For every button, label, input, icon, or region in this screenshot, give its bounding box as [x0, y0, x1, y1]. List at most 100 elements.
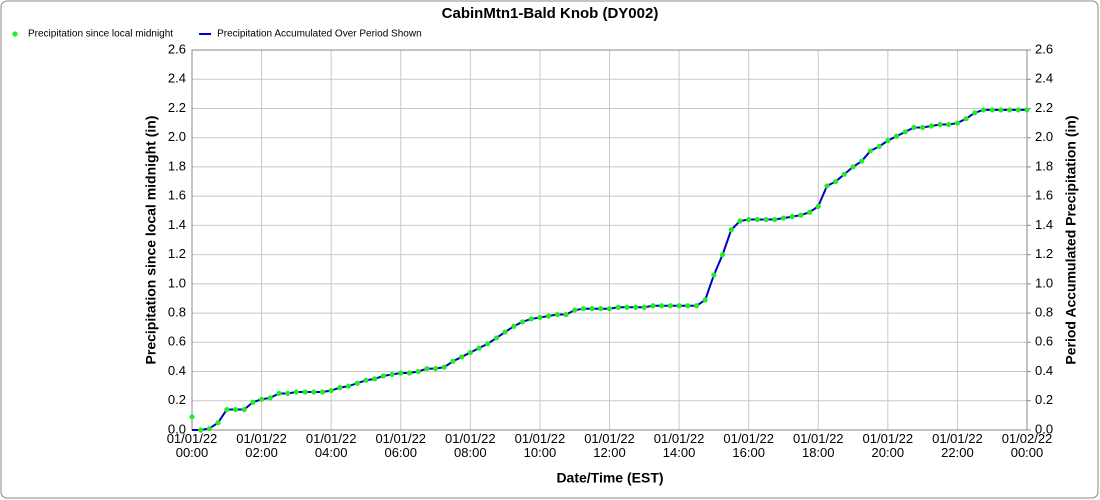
x-tick-label: 01/01/22 04:00 — [306, 431, 357, 460]
data-point — [641, 304, 647, 310]
data-point — [789, 214, 795, 220]
data-point — [780, 215, 787, 221]
x-tick-label: 01/01/22 06:00 — [375, 431, 426, 460]
data-point — [589, 306, 595, 312]
data-point — [232, 406, 239, 413]
data-point — [450, 358, 456, 364]
data-point — [702, 297, 708, 303]
data-point — [459, 354, 465, 360]
data-point — [728, 227, 734, 233]
data-point — [293, 389, 299, 395]
data-point — [1007, 107, 1013, 113]
data-point — [972, 110, 978, 116]
y-tick-label: 1.0 — [168, 275, 186, 290]
data-point — [754, 216, 760, 223]
x-tick-label: 01/01/22 10:00 — [515, 431, 566, 460]
y2-axis-label: Period Accumulated Precipitation (in) — [1063, 115, 1079, 364]
data-point — [719, 252, 726, 258]
data-point — [546, 313, 552, 319]
data-point — [389, 371, 395, 378]
data-point — [415, 368, 421, 375]
y2-tick-label: 0.6 — [1035, 334, 1053, 349]
legend-marker — [12, 31, 18, 37]
data-point — [598, 306, 604, 312]
data-point — [198, 427, 204, 433]
data-point — [189, 414, 195, 420]
y2-tick-label: 1.8 — [1035, 158, 1053, 173]
data-point — [406, 370, 413, 376]
data-point — [476, 345, 482, 351]
data-point — [1015, 107, 1021, 113]
y-tick-label: 2.4 — [168, 71, 186, 86]
data-point — [519, 319, 526, 325]
y-tick-label: 0.0 — [168, 421, 186, 436]
y-tick-label: 1.6 — [168, 188, 186, 203]
data-point — [563, 311, 569, 318]
data-point — [372, 376, 378, 382]
data-point — [859, 158, 865, 164]
data-point — [685, 303, 691, 309]
data-point — [833, 178, 839, 185]
y2-tick-label: 2.6 — [1035, 41, 1053, 56]
data-point — [337, 385, 343, 391]
x-tick-label: 01/01/22 08:00 — [445, 431, 496, 460]
data-point — [989, 107, 995, 113]
legend-label: Precipitation Accumulated Over Period Sh… — [217, 29, 422, 40]
data-point — [511, 323, 517, 329]
data-point — [528, 316, 534, 322]
y2-tick-label: 0.0 — [1035, 421, 1053, 436]
y-tick-label: 2.0 — [168, 129, 186, 144]
data-point — [441, 364, 447, 370]
data-point — [746, 216, 752, 223]
data-point — [311, 389, 317, 395]
data-point — [867, 148, 874, 154]
data-point — [815, 203, 821, 209]
y2-tick-label: 1.4 — [1035, 217, 1053, 232]
y2-tick-label: 2.2 — [1035, 100, 1053, 115]
data-point — [580, 306, 587, 312]
y2-tick-label: 0.8 — [1035, 305, 1053, 320]
y2-tick-label: 1.2 — [1035, 246, 1053, 261]
y-tick-label: 0.4 — [168, 363, 186, 378]
data-point — [893, 133, 900, 139]
data-point — [285, 390, 291, 397]
x-tick-label: 01/01/22 14:00 — [654, 431, 705, 460]
data-point — [841, 171, 847, 177]
x-axis-label: Date/Time (EST) — [556, 470, 663, 486]
x-tick-label: 01/01/22 00:00 — [167, 431, 218, 460]
y2-tick-label: 2.0 — [1035, 129, 1053, 144]
data-point — [276, 390, 282, 397]
data-point — [711, 272, 717, 278]
data-point — [693, 303, 700, 309]
data-point — [224, 406, 230, 413]
x-tick-label: 01/01/22 16:00 — [723, 431, 774, 460]
y-tick-label: 1.8 — [168, 158, 186, 173]
data-point — [667, 303, 673, 309]
x-tick-label: 01/01/22 20:00 — [863, 431, 914, 460]
y2-tick-label: 0.2 — [1035, 392, 1053, 407]
plot-border — [191, 49, 1028, 431]
y-tick-label: 2.6 — [168, 41, 186, 56]
data-point — [241, 406, 247, 413]
data-point — [980, 107, 987, 113]
x-tick-label: 01/01/22 02:00 — [236, 431, 287, 460]
data-point — [850, 164, 856, 170]
y-tick-label: 1.4 — [168, 217, 186, 232]
data-point — [954, 120, 961, 126]
chart-title: CabinMtn1-Bald Knob (DY002) — [442, 5, 659, 22]
data-point — [554, 311, 560, 318]
y-tick-label: 0.2 — [168, 392, 186, 407]
y2-tick-label: 1.6 — [1035, 188, 1053, 203]
data-point — [319, 389, 326, 395]
data-point — [806, 209, 813, 215]
data-point — [911, 124, 917, 131]
data-point — [502, 329, 508, 335]
y-tick-label: 2.2 — [168, 100, 186, 115]
data-point — [215, 420, 221, 426]
data-point — [432, 366, 439, 372]
y2-tick-label: 2.4 — [1035, 71, 1053, 86]
data-point — [485, 341, 491, 347]
data-point — [798, 212, 804, 218]
data-point — [537, 314, 543, 321]
data-point — [928, 123, 934, 129]
